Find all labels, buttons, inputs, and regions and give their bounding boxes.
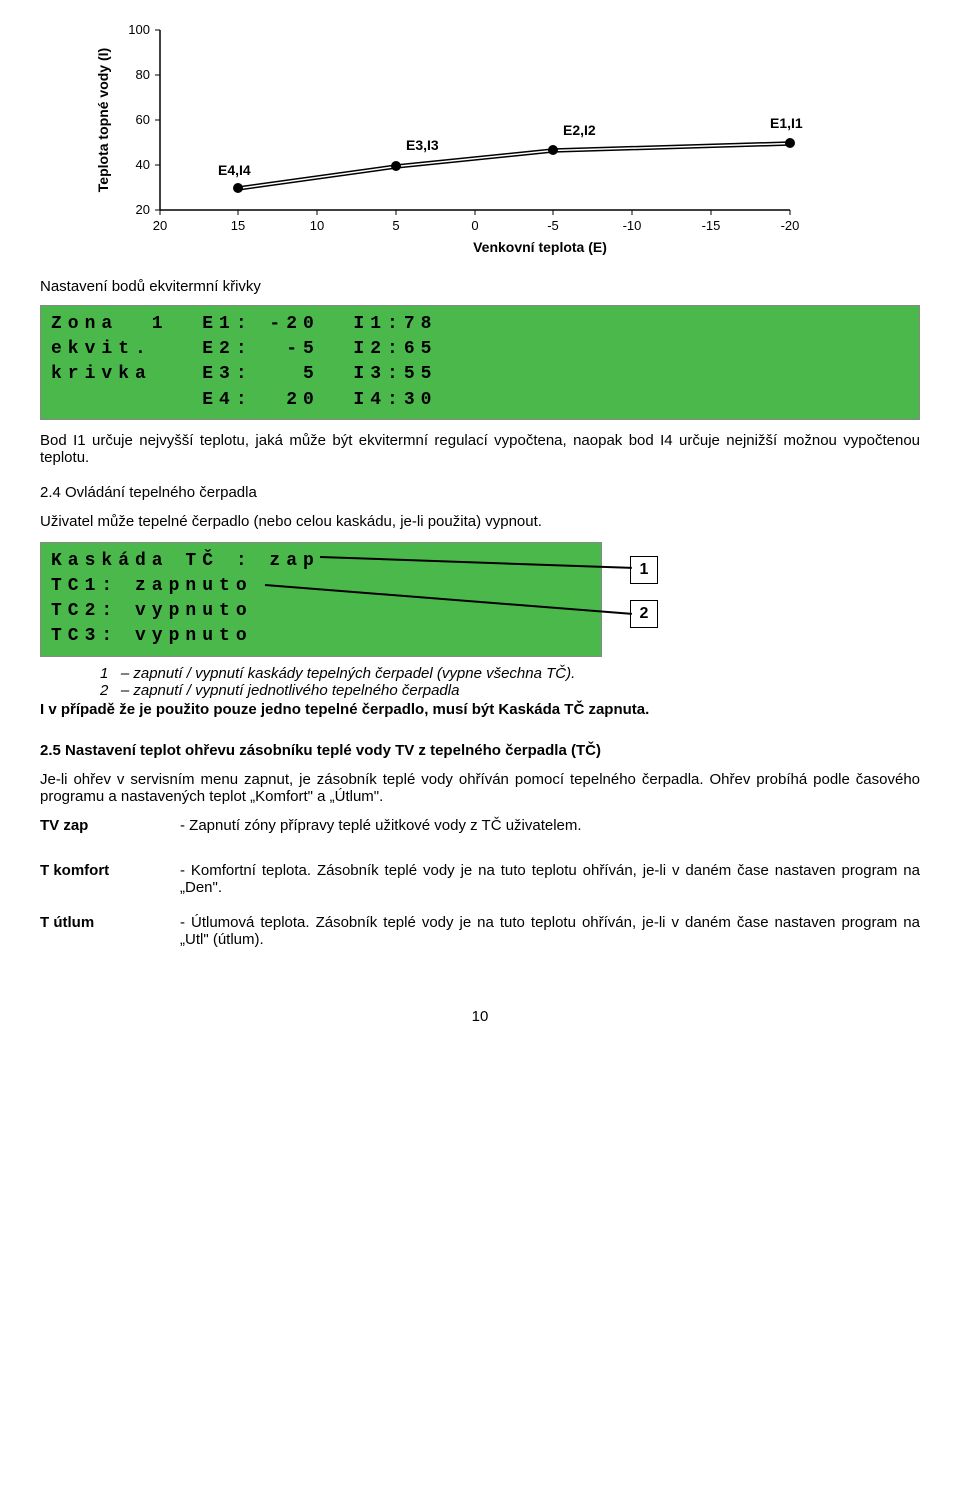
- ekvitermni-chart: 20 40 60 80 100 20 15 10 5 0 -5 -10 -15 …: [90, 20, 830, 260]
- display-kaskada-wrap: Kaskáda TČ : zap TC1: zapnuto TC2: vypnu…: [40, 542, 920, 657]
- def-term: T komfort: [40, 862, 180, 896]
- svg-text:E2,I2: E2,I2: [563, 122, 596, 138]
- section25-intro: Je-li ohřev v servisním menu zapnut, je …: [40, 771, 920, 805]
- svg-text:Teplota topné vody (I): Teplota topné vody (I): [95, 48, 111, 192]
- display-kaskada: Kaskáda TČ : zap TC1: zapnuto TC2: vypnu…: [40, 542, 602, 657]
- svg-text:E1,I1: E1,I1: [770, 115, 803, 131]
- svg-text:-15: -15: [702, 218, 721, 233]
- section1-title: Nastavení bodů ekvitermní křivky: [40, 278, 920, 295]
- section1-body: Bod I1 určuje nejvyšší teplotu, jaká můž…: [40, 432, 920, 466]
- svg-text:15: 15: [231, 218, 245, 233]
- def-term: T útlum: [40, 914, 180, 948]
- def-tutlum: T útlum - Útlumová teplota. Zásobník tep…: [40, 914, 920, 948]
- svg-text:-5: -5: [547, 218, 559, 233]
- svg-text:-20: -20: [781, 218, 800, 233]
- page-number: 10: [40, 1008, 920, 1025]
- svg-text:E3,I3: E3,I3: [406, 137, 439, 153]
- def-body: - Komfortní teplota. Zásobník teplé vody…: [180, 862, 920, 896]
- svg-text:60: 60: [136, 112, 150, 127]
- svg-text:0: 0: [471, 218, 478, 233]
- section25-title: 2.5 Nastavení teplot ohřevu zásobníku te…: [40, 742, 920, 759]
- def-body: - Útlumová teplota. Zásobník teplé vody …: [180, 914, 920, 948]
- def-body: - Zapnutí zóny přípravy teplé užitkové v…: [180, 817, 920, 834]
- display-ekvitermni: Zona 1 E1: -20 I1:78 ekvit. E2: -5 I2:65…: [40, 305, 920, 420]
- svg-text:20: 20: [153, 218, 167, 233]
- svg-text:80: 80: [136, 67, 150, 82]
- section24-title: 2.4 Ovládání tepelného čerpadla: [40, 484, 920, 501]
- def-term: TV zap: [40, 817, 180, 834]
- svg-text:100: 100: [128, 22, 150, 37]
- svg-text:10: 10: [310, 218, 324, 233]
- svg-text:5: 5: [392, 218, 399, 233]
- svg-text:Venkovní teplota (E): Venkovní teplota (E): [473, 239, 607, 255]
- section24-bold: I v případě že je použito pouze jedno te…: [40, 701, 920, 718]
- svg-text:20: 20: [136, 202, 150, 217]
- svg-text:E4,I4: E4,I4: [218, 162, 251, 178]
- def-tvzap: TV zap - Zapnutí zóny přípravy teplé uži…: [40, 817, 920, 834]
- svg-text:40: 40: [136, 157, 150, 172]
- def-tkomfort: T komfort - Komfortní teplota. Zásobník …: [40, 862, 920, 896]
- callout-2: 2: [630, 600, 658, 628]
- callout-1: 1: [630, 556, 658, 584]
- section24-intro: Uživatel může tepelné čerpadlo (nebo cel…: [40, 513, 920, 530]
- note-1: 1 – zapnutí / vypnutí kaskády tepelných …: [100, 665, 920, 682]
- svg-text:-10: -10: [623, 218, 642, 233]
- note-2: 2 – zapnutí / vypnutí jednotlivého tepel…: [100, 682, 920, 699]
